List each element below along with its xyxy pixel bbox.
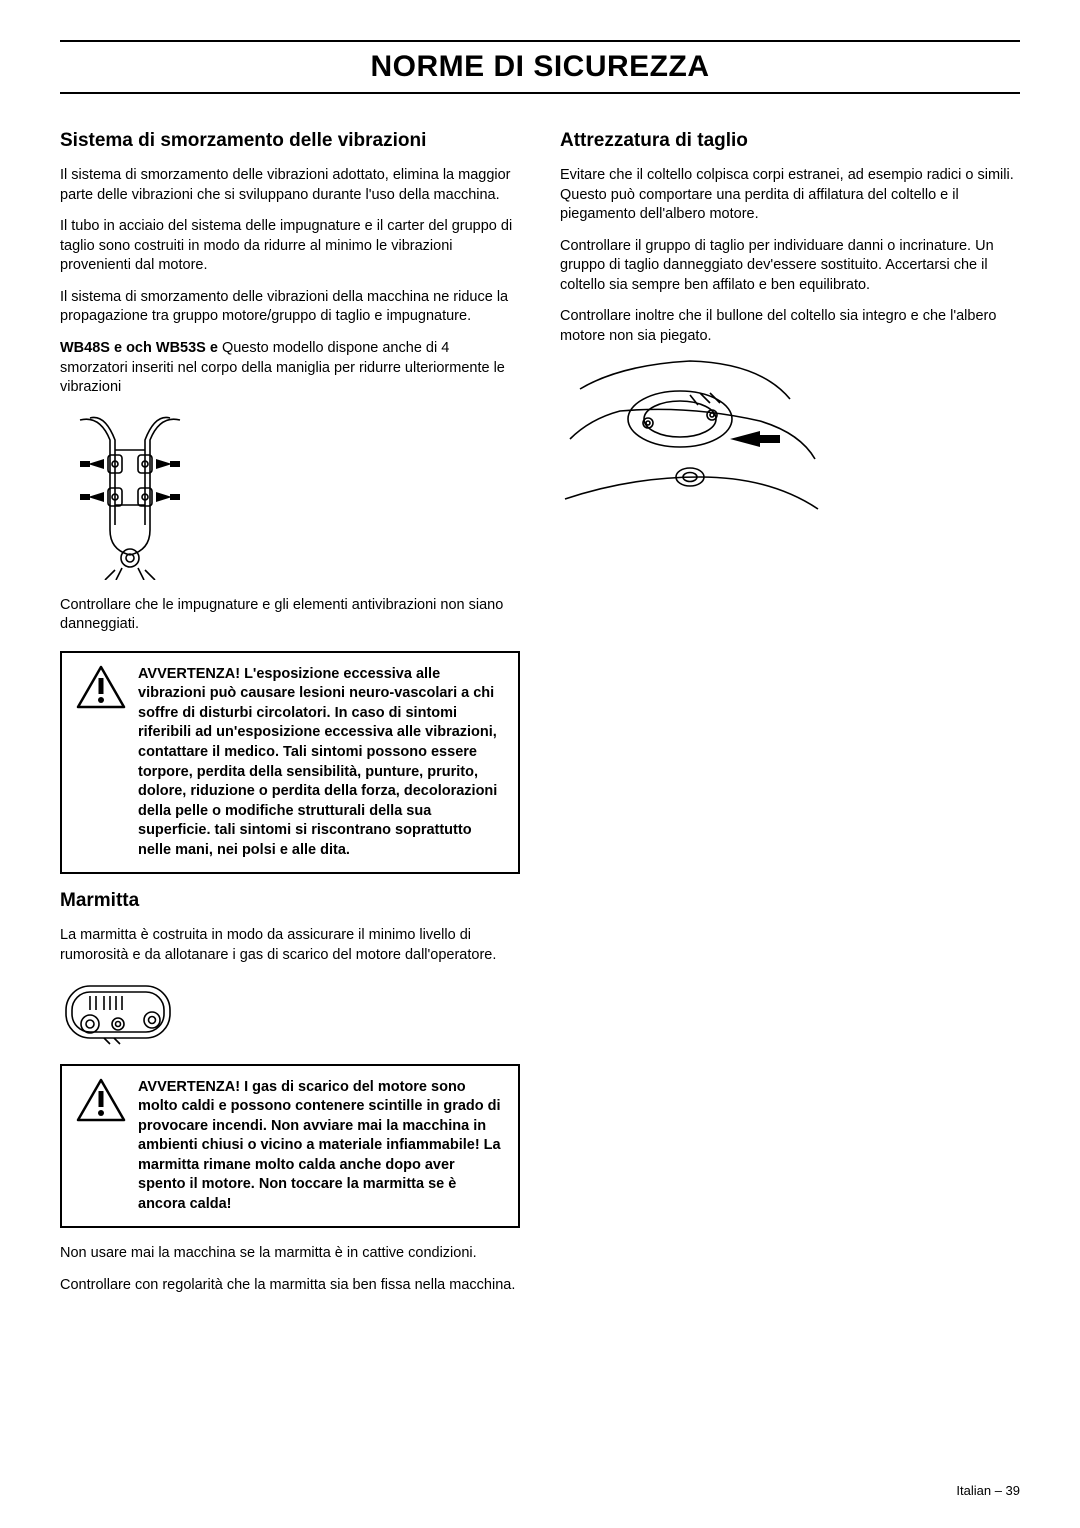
paragraph: Il sistema di smorzamento delle vibrazio…	[60, 288, 520, 327]
warning-icon	[76, 665, 126, 709]
paragraph: Controllare con regolarità che la marmit…	[60, 1276, 520, 1296]
paragraph: Controllare inoltre che il bullone del c…	[560, 307, 1020, 346]
figure-cutting-deck	[560, 359, 1020, 519]
paragraph: Evitare che il coltello colpisca corpi e…	[560, 166, 1020, 225]
warning-text: AVVERTENZA! I gas di scarico del motore …	[138, 1078, 504, 1215]
paragraph: Controllare che le impugnature e gli ele…	[60, 596, 520, 635]
warning-box-vibration: AVVERTENZA! L'esposizione eccessiva alle…	[60, 651, 520, 875]
warning-text: AVVERTENZA! L'esposizione eccessiva alle…	[138, 665, 504, 861]
heading-vibration-system: Sistema di smorzamento delle vibrazioni	[60, 130, 520, 152]
figure-muffler	[60, 978, 520, 1048]
page-title: NORME DI SICUREZZA	[60, 50, 1020, 84]
page-rule-under-title	[60, 92, 1020, 94]
right-column: Attrezzatura di taglio Evitare che il co…	[560, 124, 1020, 1308]
two-column-layout: Sistema di smorzamento delle vibrazioni …	[60, 124, 1020, 1308]
model-label: WB48S e och WB53S e	[60, 340, 218, 356]
paragraph: La marmitta è costruita in modo da assic…	[60, 926, 520, 965]
paragraph: Il tubo in acciaio del sistema delle imp…	[60, 217, 520, 276]
warning-box-exhaust: AVVERTENZA! I gas di scarico del motore …	[60, 1064, 520, 1229]
paragraph: Non usare mai la macchina se la marmitta…	[60, 1244, 520, 1264]
paragraph: WB48S e och WB53S e Questo modello dispo…	[60, 339, 520, 398]
left-column: Sistema di smorzamento delle vibrazioni …	[60, 124, 520, 1308]
heading-muffler: Marmitta	[60, 890, 520, 912]
page-rule-top	[60, 40, 1020, 42]
warning-icon	[76, 1078, 126, 1122]
heading-cutting-equipment: Attrezzatura di taglio	[560, 130, 1020, 152]
paragraph: Controllare il gruppo di taglio per indi…	[560, 237, 1020, 296]
figure-handle-dampers	[60, 410, 520, 580]
page-footer: Italian – 39	[956, 1483, 1020, 1498]
paragraph: Il sistema di smorzamento delle vibrazio…	[60, 166, 520, 205]
